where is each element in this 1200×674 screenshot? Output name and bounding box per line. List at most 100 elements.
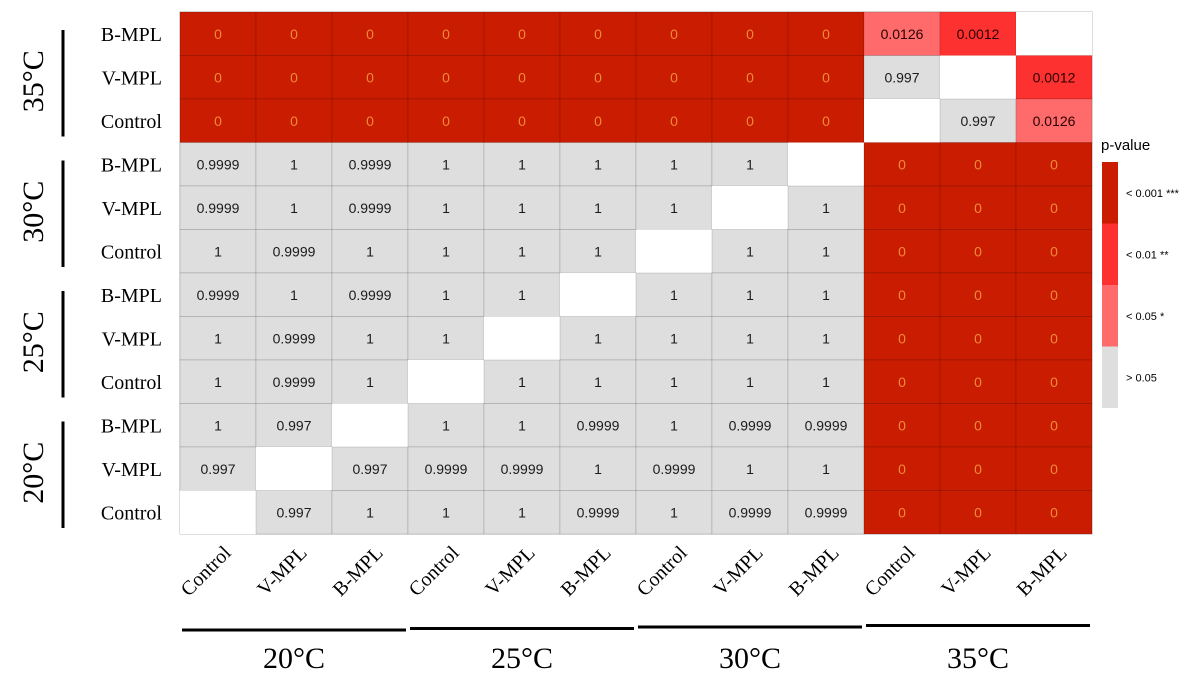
cell-value-label: 0 [214, 113, 222, 129]
heatmap-cell [711, 490, 789, 535]
cell-value-label: 1 [366, 504, 374, 520]
heatmap-cell [255, 272, 333, 317]
heatmap-cell [635, 316, 713, 361]
heatmap-cell [1015, 142, 1093, 187]
heatmap-cell [559, 142, 637, 187]
heatmap-cell [940, 55, 1016, 99]
heatmap-cell [559, 359, 637, 404]
legend-swatch [1102, 346, 1118, 408]
cell-value-label: 0.9999 [197, 156, 240, 172]
legend-label: > 0.05 [1126, 372, 1157, 384]
cell-value-label: 0 [746, 113, 754, 129]
cell-value-label: 0 [898, 243, 906, 259]
cell-value-label: 0 [822, 113, 830, 129]
heatmap-cell [331, 142, 409, 187]
y-group-label: 25°C [17, 311, 50, 373]
cell-value-label: 0.9999 [197, 200, 240, 216]
cell-value-label: 0 [1050, 287, 1058, 303]
heatmap-cell [1015, 359, 1093, 404]
heatmap-cell [787, 229, 865, 274]
cell-value-label: 0 [1050, 200, 1058, 216]
heatmap-cell [179, 55, 257, 100]
cell-value-label: 0.0126 [1033, 113, 1076, 129]
cell-value-label: 1 [442, 156, 450, 172]
cell-value-label: 1 [442, 330, 450, 346]
cell-value-label: 1 [746, 461, 754, 477]
heatmap-cell [863, 359, 941, 404]
x-tick-label: B-MPL [785, 542, 844, 601]
cell-value-label: 1 [518, 504, 526, 520]
heatmap-cell [407, 55, 485, 100]
heatmap-cell [255, 11, 333, 56]
cell-value-label: 0 [1050, 243, 1058, 259]
heatmap-cell [331, 316, 409, 361]
legend-label: < 0.001 *** [1126, 188, 1180, 200]
heatmap-cell [407, 185, 485, 230]
y-group-label: 35°C [17, 50, 50, 112]
cell-value-label: 1 [822, 243, 830, 259]
cell-value-label: 0 [518, 26, 526, 42]
heatmap-cell [559, 55, 637, 100]
cell-value-label: 0 [898, 417, 906, 433]
cell-value-label: 1 [518, 200, 526, 216]
cell-value-label: 0.0012 [957, 26, 1000, 42]
cell-value-label: 0 [822, 26, 830, 42]
heatmap-cell [787, 490, 865, 535]
cell-value-label: 1 [594, 330, 602, 346]
heatmap-cell [255, 142, 333, 187]
heatmap-cell [711, 142, 789, 187]
x-group-label: 20°C [263, 642, 325, 674]
cell-value-label: 0 [746, 69, 754, 85]
heatmap-cell [863, 446, 941, 491]
cell-value-label: 1 [670, 156, 678, 172]
heatmap-cell [863, 185, 941, 230]
heatmap-cell [483, 490, 561, 535]
heatmap-cell [711, 446, 789, 491]
x-tick-label: V-MPL [481, 542, 539, 600]
cell-value-label: 0 [898, 287, 906, 303]
cell-value-label: 0 [898, 504, 906, 520]
cell-value-label: 0 [518, 113, 526, 129]
heatmap-cell [711, 98, 789, 143]
cell-value-label: 0.9999 [729, 417, 772, 433]
heatmap-cell [255, 98, 333, 143]
cell-value-label: 0 [974, 374, 982, 390]
heatmap-cell [331, 55, 409, 100]
legend-label: < 0.01 ** [1126, 249, 1169, 261]
cell-value-label: 1 [822, 330, 830, 346]
cell-value-label: 0 [746, 26, 754, 42]
cell-value-label: 0.997 [884, 69, 919, 85]
heatmap-cell [712, 186, 788, 230]
heatmap-cell [939, 229, 1017, 274]
cell-value-label: 0 [594, 113, 602, 129]
x-tick-label: V-MPL [253, 542, 311, 600]
x-tick-label: V-MPL [937, 542, 995, 600]
cell-value-label: 0.9999 [197, 287, 240, 303]
heatmap-cell [711, 316, 789, 361]
heatmap-cell [635, 403, 713, 448]
heatmap-cell [559, 446, 637, 491]
heatmap-cell [331, 185, 409, 230]
cell-value-label: 0 [974, 461, 982, 477]
heatmap-cell [711, 55, 789, 100]
y-tick-label: V-MPL [102, 328, 162, 350]
x-tick-label: B-MPL [557, 542, 616, 601]
cell-value-label: 0.997 [276, 417, 311, 433]
cell-value-label: 1 [594, 461, 602, 477]
heatmap-cell [864, 99, 940, 143]
cell-value-label: 0 [974, 287, 982, 303]
cell-value-label: 0.9999 [805, 417, 848, 433]
legend-swatch [1102, 223, 1118, 285]
cell-value-label: 1 [290, 287, 298, 303]
heatmap-cell [407, 403, 485, 448]
cell-value-label: 0 [670, 26, 678, 42]
heatmap-cell [939, 359, 1017, 404]
cell-value-label: 1 [670, 504, 678, 520]
cell-value-label: 0 [1050, 504, 1058, 520]
cell-value-label: 1 [366, 374, 374, 390]
heatmap-cell [179, 272, 257, 317]
cell-value-label: 0.9999 [349, 156, 392, 172]
cell-value-label: 0.9999 [273, 330, 316, 346]
cell-value-label: 0.9999 [273, 374, 316, 390]
